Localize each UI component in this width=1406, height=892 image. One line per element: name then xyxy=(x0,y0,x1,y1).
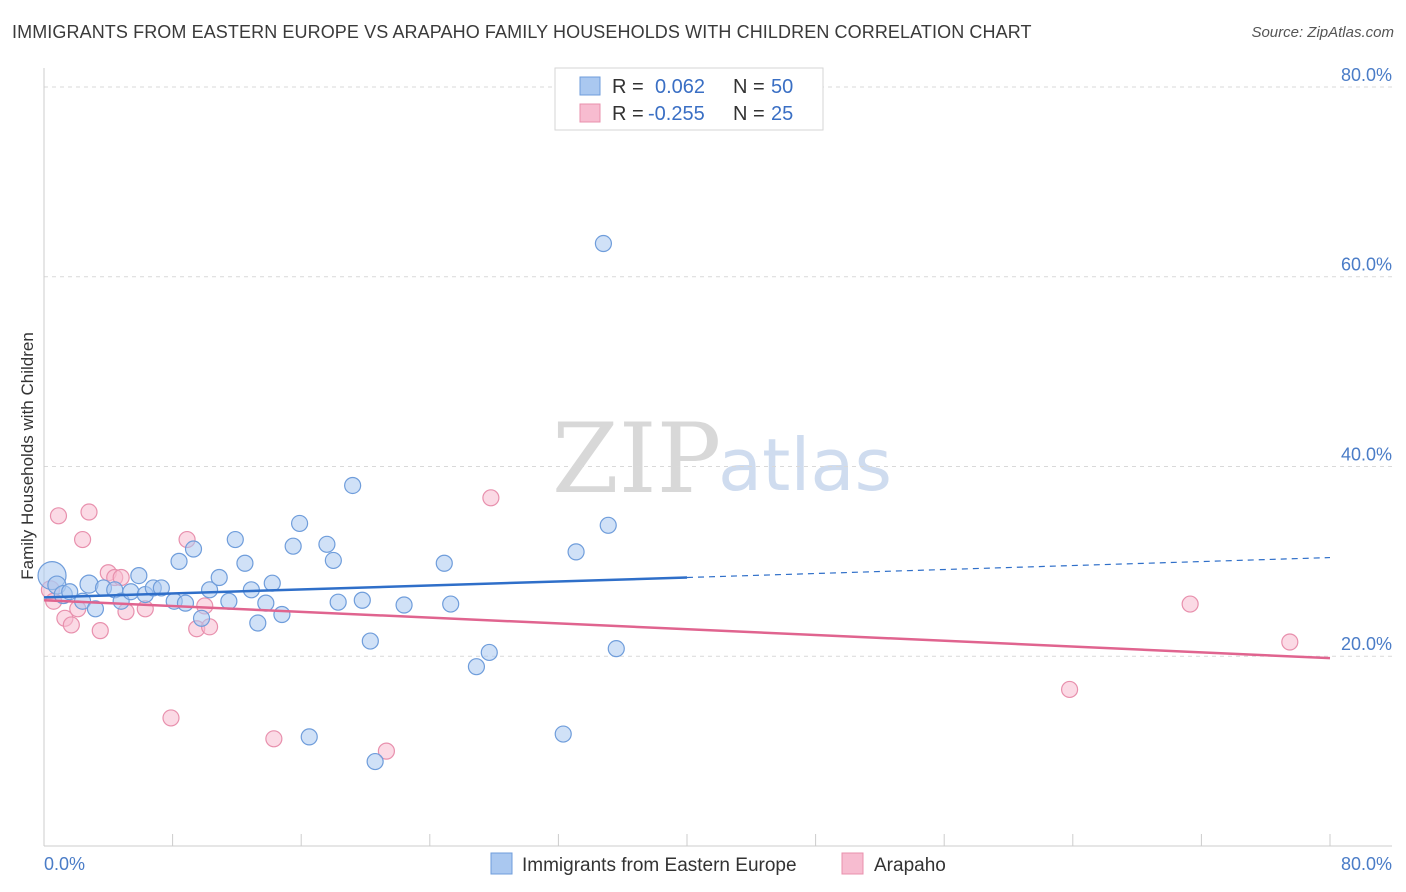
y-tick-label-60: 60.0% xyxy=(1341,255,1392,275)
eastern-europe-point xyxy=(284,537,302,555)
y-tick-labels: 20.0% 40.0% 60.0% 80.0% xyxy=(1341,65,1392,654)
series-legend-label-pink: Arapaho xyxy=(874,855,946,876)
legend-swatch-pink xyxy=(579,103,601,123)
gridlines xyxy=(44,86,1392,657)
legend-r-value-pink: -0.255 xyxy=(648,103,705,125)
arapaho-point xyxy=(1181,595,1199,613)
pink-trend-line xyxy=(43,599,1331,660)
legend-r-value-blue: 0.062 xyxy=(655,76,705,98)
eastern-europe-point xyxy=(192,609,211,627)
legend-swatch-blue xyxy=(579,76,601,96)
eastern-europe-point xyxy=(170,552,188,570)
watermark: ZIP atlas xyxy=(552,403,892,515)
arapaho-point xyxy=(73,530,92,549)
legend-r-label-blue: R = xyxy=(612,76,644,98)
arapaho-point xyxy=(136,600,154,618)
arapaho-point xyxy=(80,503,98,521)
eastern-europe-point xyxy=(599,516,617,534)
eastern-europe-point xyxy=(353,591,371,609)
arapaho-point xyxy=(62,616,80,634)
x-tick-label-min: 0.0% xyxy=(44,854,85,874)
stats-legend: R = 0.062 N = 50 R = -0.255 N = 25 xyxy=(554,67,824,131)
arapaho-point xyxy=(49,507,68,525)
eastern-europe-point xyxy=(554,725,572,743)
eastern-europe-point xyxy=(249,614,267,632)
arapaho-point xyxy=(482,489,500,507)
eastern-europe-point xyxy=(344,476,362,495)
legend-n-label-pink: N = xyxy=(733,103,765,125)
x-axis-ticks xyxy=(43,834,1331,846)
eastern-europe-point xyxy=(366,752,384,771)
eastern-europe-point xyxy=(210,568,228,587)
arapaho-point xyxy=(377,742,395,760)
watermark-zip: ZIP xyxy=(552,403,721,515)
eastern-europe-point xyxy=(176,594,195,612)
eastern-europe-point xyxy=(152,579,170,597)
eastern-europe-point xyxy=(200,581,219,599)
arapaho-point xyxy=(91,622,109,640)
series-legend-swatch-pink xyxy=(841,852,864,875)
y-tick-label-20: 20.0% xyxy=(1341,634,1392,654)
series-legend: Immigrants from Eastern Europe Arapaho xyxy=(490,852,946,876)
eastern-europe-point xyxy=(122,583,140,601)
chart-title: IMMIGRANTS FROM EASTERN EUROPE VS ARAPAH… xyxy=(12,22,1032,42)
eastern-europe-point xyxy=(567,543,585,561)
legend-n-value-blue: 50 xyxy=(771,76,793,98)
eastern-europe-points xyxy=(37,234,625,771)
eastern-europe-point xyxy=(290,514,309,533)
arapaho-point xyxy=(162,709,180,727)
eastern-europe-point xyxy=(324,551,342,570)
arapaho-point xyxy=(1060,680,1079,699)
eastern-europe-point xyxy=(226,530,244,549)
eastern-europe-point xyxy=(263,574,281,592)
y-tick-label-80: 80.0% xyxy=(1341,65,1392,85)
eastern-europe-point xyxy=(395,596,413,614)
eastern-europe-point xyxy=(435,554,453,572)
y-tick-label-40: 40.0% xyxy=(1341,444,1392,464)
eastern-europe-point xyxy=(236,554,254,572)
eastern-europe-point xyxy=(130,566,148,585)
eastern-europe-point xyxy=(607,640,625,658)
eastern-europe-point xyxy=(184,540,203,558)
eastern-europe-point xyxy=(257,594,275,612)
blue-trend-line xyxy=(43,576,688,599)
eastern-europe-point xyxy=(300,728,318,746)
series-legend-label-blue: Immigrants from Eastern Europe xyxy=(522,855,797,876)
eastern-europe-point xyxy=(86,600,105,618)
legend-n-label-blue: N = xyxy=(733,76,765,98)
watermark-atlas: atlas xyxy=(718,423,892,507)
eastern-europe-point xyxy=(329,593,347,611)
arapaho-points xyxy=(40,489,1299,760)
x-tick-label-max: 80.0% xyxy=(1341,854,1392,874)
arapaho-point xyxy=(1281,633,1299,651)
blue-trend-extension xyxy=(686,556,1331,579)
arapaho-point xyxy=(265,730,283,748)
legend-n-value-pink: 25 xyxy=(771,103,793,125)
eastern-europe-point xyxy=(361,632,379,650)
eastern-europe-point xyxy=(273,605,291,624)
source-credit: Source: ZipAtlas.com xyxy=(1251,24,1394,41)
legend-r-label-pink: R = xyxy=(612,103,644,125)
eastern-europe-point xyxy=(220,592,238,610)
y-axis-label: Family Households with Children xyxy=(18,332,37,580)
eastern-europe-point xyxy=(594,234,613,253)
series-legend-swatch-blue xyxy=(490,852,513,875)
eastern-europe-point xyxy=(480,643,498,662)
eastern-europe-point xyxy=(318,535,336,553)
trend-lines xyxy=(43,556,1331,660)
eastern-europe-point xyxy=(442,595,460,613)
eastern-europe-point xyxy=(467,658,486,676)
